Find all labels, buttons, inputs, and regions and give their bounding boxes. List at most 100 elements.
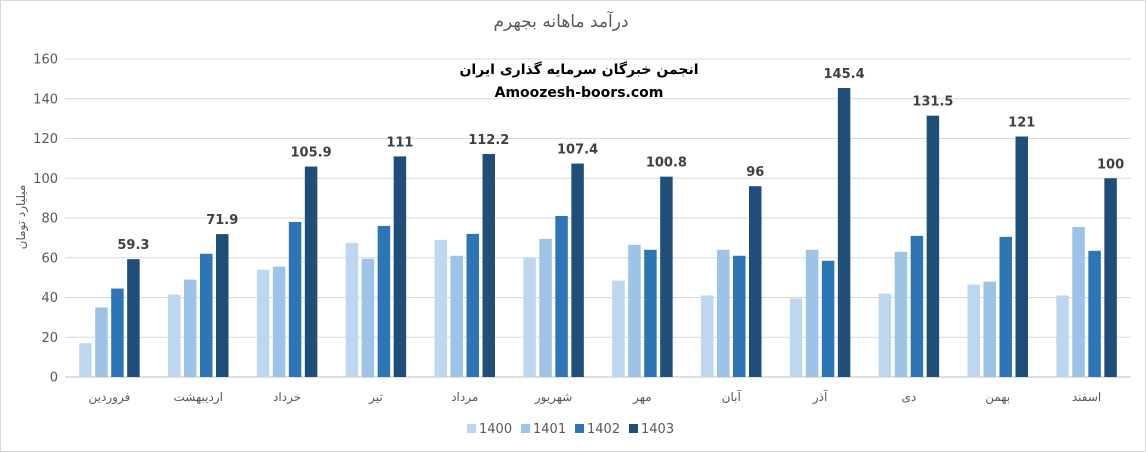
legend-swatch (575, 424, 584, 433)
bar-1402 (644, 249, 657, 377)
bar-1403 (216, 234, 229, 377)
bar-1403 (1015, 136, 1028, 377)
bar-1403 (127, 259, 140, 377)
bar-1400 (878, 293, 892, 377)
bar-1401 (272, 266, 286, 377)
bar-1401 (1072, 226, 1085, 377)
bar-1400 (967, 284, 980, 377)
bar-1401 (184, 279, 197, 377)
bar-1401 (95, 307, 108, 377)
data-label: 96 (746, 165, 764, 180)
bar-1403 (926, 115, 940, 378)
bar-1400 (434, 239, 447, 377)
bar-1402 (377, 225, 391, 377)
x-category-label: مرداد (451, 390, 478, 405)
data-label: 100.8 (646, 156, 687, 171)
x-category-label: شهریور (534, 390, 573, 405)
data-label: 112.2 (468, 133, 509, 148)
data-label: 100 (1097, 157, 1124, 172)
data-label: 131.5 (912, 95, 953, 110)
data-label: 105.9 (291, 146, 332, 161)
x-category-label: آذر (812, 389, 828, 405)
legend-swatch (467, 424, 476, 433)
data-label: 111 (386, 135, 413, 150)
bar-1400 (701, 295, 714, 377)
y-axis-ticks: 0 20 40 60 80 100 120 140 160 (33, 53, 58, 386)
chart-title: درآمد ماهانه بجهرم (493, 10, 628, 32)
bar-1403 (571, 163, 584, 377)
y-tick-label: 20 (41, 331, 58, 346)
bar-1400 (612, 280, 625, 377)
legend-label: 1401 (533, 422, 566, 437)
x-category-label: بهمن (985, 390, 1010, 405)
x-category-label: اردیبهشت (174, 390, 223, 405)
data-labels: 59.3 71.9 105.9 111 112.2 107.4 100.8 96 145.4 13… (117, 67, 1124, 253)
bar-1401 (717, 249, 730, 377)
x-category-label: مهر (632, 390, 652, 405)
x-category-label: اسفند (1072, 390, 1101, 404)
bar-1401 (894, 251, 908, 377)
legend: 1400 1401 1402 1403 (467, 422, 674, 437)
y-tick-label: 140 (33, 92, 58, 107)
legend-swatch (629, 424, 638, 433)
y-axis-label: میلیارد تومان (14, 185, 29, 250)
gridlines (65, 58, 1131, 378)
bar-1400 (79, 343, 92, 377)
data-label: 59.3 (117, 238, 149, 253)
annotation-association: انجمن خبرگان سرمایه گذاری ایران (459, 61, 698, 78)
bar-1401 (361, 258, 375, 377)
legend-label: 1403 (641, 422, 674, 437)
bar-1402 (111, 288, 124, 377)
bar-1403 (304, 166, 318, 377)
legend-label: 1402 (587, 422, 620, 437)
bar-1400 (1056, 295, 1069, 377)
bar-1402 (466, 233, 479, 377)
x-category-label: خرداد (273, 390, 301, 405)
data-label: 121 (1008, 116, 1035, 131)
bar-1401 (539, 238, 552, 377)
bar-1401 (805, 249, 819, 377)
y-tick-label: 80 (41, 212, 58, 227)
y-tick-label: 40 (41, 291, 58, 306)
bar-1403 (393, 156, 407, 377)
x-axis-categories: فروردین اردیبهشت خرداد تیر مرداد شهریور مهر آبا… (89, 389, 1102, 405)
x-category-label: فروردین (89, 390, 131, 405)
y-tick-label: 0 (50, 371, 58, 386)
bar-1400 (789, 298, 803, 377)
bar-1402 (821, 260, 835, 377)
bar-1401 (450, 255, 463, 377)
bar-1403 (837, 88, 851, 377)
data-label: 107.4 (557, 143, 598, 158)
bar-1403 (1104, 178, 1117, 377)
bar-1403 (660, 176, 673, 377)
x-category-label: تیر (368, 390, 383, 405)
bar-1400 (345, 242, 359, 377)
bar-1400 (168, 294, 181, 377)
bar-1402 (555, 216, 568, 377)
bar-1402 (200, 253, 213, 377)
bar-1400 (523, 257, 536, 377)
bar-1402 (999, 236, 1012, 377)
bar-1403 (482, 154, 495, 377)
bars (79, 88, 1117, 378)
annotation-website: Amoozesh-boors.com (495, 85, 664, 101)
bar-1401 (628, 244, 641, 377)
data-label: 145.4 (824, 67, 865, 82)
y-tick-label: 100 (33, 172, 58, 187)
bar-1402 (1088, 250, 1101, 377)
data-label: 71.9 (206, 213, 238, 228)
bar-1402 (910, 235, 924, 377)
x-category-label: آبان (722, 389, 742, 404)
bar-1401 (983, 281, 996, 377)
y-tick-label: 120 (33, 132, 58, 147)
legend-label: 1400 (479, 422, 512, 437)
y-tick-label: 160 (33, 53, 58, 68)
bar-1400 (256, 269, 270, 377)
y-tick-label: 60 (41, 251, 58, 266)
bar-1403 (749, 186, 762, 377)
x-category-label: دی (902, 390, 917, 404)
legend-swatch (521, 424, 530, 433)
bar-1402 (733, 255, 746, 377)
